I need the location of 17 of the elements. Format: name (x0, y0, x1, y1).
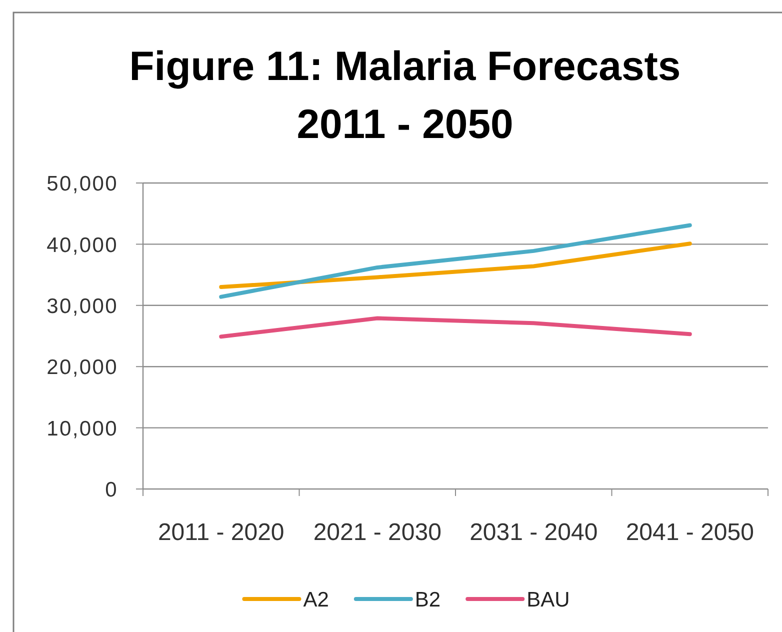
x-tick-label: 2041 - 2050 (626, 519, 754, 546)
y-tick-label: 50,000 (46, 172, 118, 196)
legend-label: A2 (303, 588, 329, 612)
y-tick-label: 40,000 (46, 234, 118, 257)
legend-label: BAU (526, 588, 570, 612)
line-series (219, 223, 692, 299)
legend-label: B2 (414, 588, 441, 612)
x-tick-label: 2011 - 2020 (158, 519, 284, 546)
chart-title: Figure 11: Malaria Forecasts 2011 - 2050 (129, 43, 681, 147)
x-tick-label: 2021 - 2030 (313, 519, 442, 546)
y-tick-label: 10,000 (46, 417, 118, 440)
y-tick-label: 0 (105, 478, 118, 502)
line-series (219, 316, 692, 339)
x-tick-label: 2031 - 2040 (470, 519, 598, 546)
y-tick-label: 30,000 (46, 294, 118, 318)
line-series (219, 242, 692, 290)
y-tick-label: 20,000 (46, 356, 118, 380)
